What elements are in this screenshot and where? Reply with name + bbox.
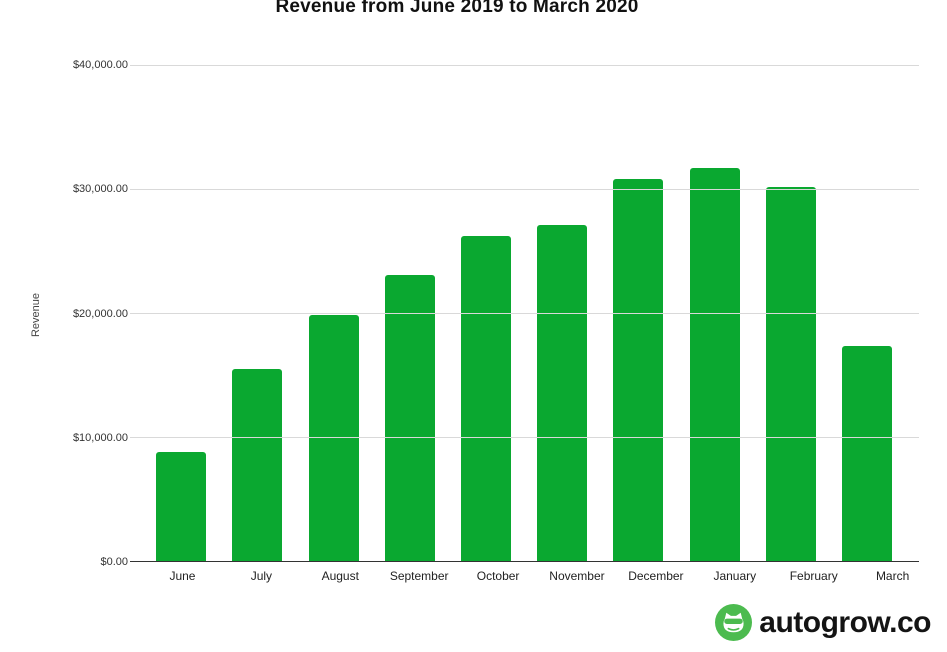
bar-slot <box>829 65 905 561</box>
bar-slot <box>448 65 524 561</box>
bar-slot <box>524 65 600 561</box>
bar-march <box>841 346 892 561</box>
bar-slot <box>219 65 295 561</box>
x-tick-label: February <box>789 569 838 583</box>
x-tick-label: November <box>549 569 605 583</box>
x-tick-label: August <box>321 569 359 583</box>
autogrow-mascot-icon <box>715 604 753 641</box>
x-axis-labels: June July August September October November De… <box>130 569 946 583</box>
y-tick-label: $40,000.00 <box>72 59 128 71</box>
bar-slot <box>143 65 219 561</box>
y-axis-labels: $0.00 $10,000.00 $20,000.00 $30,000.00 $40,0… <box>0 59 128 568</box>
bar-october <box>460 236 511 561</box>
x-tick-label: March <box>875 569 910 583</box>
bar-slot <box>753 65 829 561</box>
autogrow-logo: autogrow.co <box>715 604 931 641</box>
bars-row <box>130 65 919 561</box>
x-tick-label: September <box>389 569 449 583</box>
bar-december <box>613 179 664 561</box>
plot-area <box>130 65 919 562</box>
bar-february <box>765 186 816 561</box>
bar-september <box>384 274 435 561</box>
bar-august <box>308 315 359 561</box>
bar-july <box>232 368 283 561</box>
bar-slot <box>600 65 676 561</box>
logo-text: autogrow.co <box>759 605 931 639</box>
gridline <box>130 313 919 314</box>
y-tick-label: $10,000.00 <box>72 431 128 444</box>
bar-november <box>537 224 588 561</box>
bar-slot <box>372 65 448 561</box>
gridline <box>130 189 919 190</box>
bar-january <box>689 167 740 561</box>
x-tick-label: January <box>713 569 757 583</box>
y-tick-label: $20,000.00 <box>72 307 128 320</box>
x-tick-label: June <box>169 569 196 583</box>
bar-slot <box>295 65 371 561</box>
gridline <box>130 65 919 66</box>
x-tick-label: October <box>476 569 520 583</box>
x-tick-label: December <box>628 569 684 583</box>
bar-slot <box>676 65 752 561</box>
x-tick-label: July <box>250 569 273 583</box>
bar-june <box>156 451 207 561</box>
y-tick-label: $0.00 <box>100 556 128 568</box>
gridline <box>130 437 919 438</box>
y-tick-label: $30,000.00 <box>72 183 128 196</box>
chart-title: Revenue from June 2019 to March 2020 <box>275 0 639 17</box>
